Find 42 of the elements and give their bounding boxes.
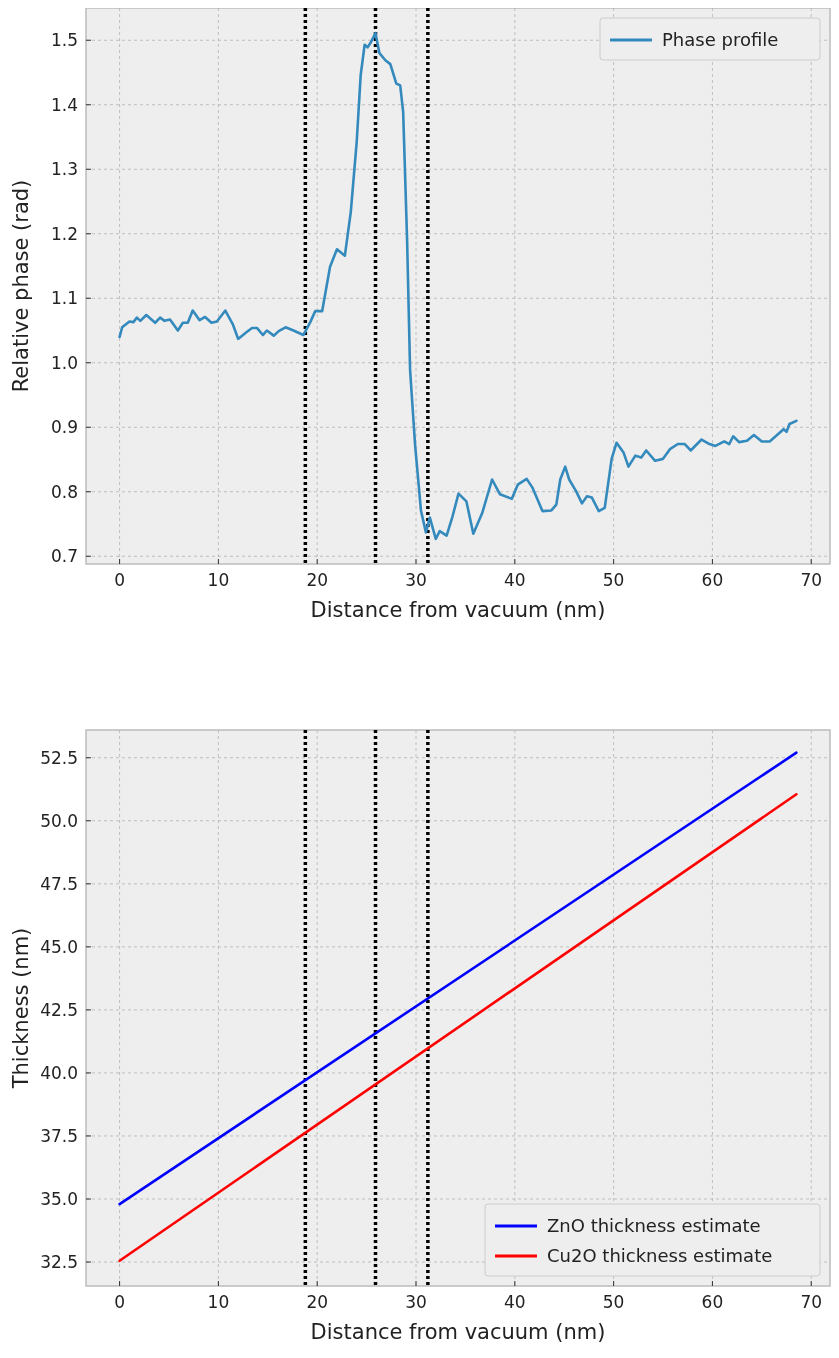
x-tick-label: 20 <box>306 570 329 590</box>
x-tick-label: 0 <box>114 1292 126 1312</box>
y-tick-label: 1.3 <box>50 159 78 180</box>
y-tick-label: 1.1 <box>50 288 78 309</box>
x-tick-label: 40 <box>503 570 526 590</box>
x-tick-label: 70 <box>800 570 823 590</box>
legend-label: ZnO thickness estimate <box>547 1215 761 1236</box>
legend-label: Cu2O thickness estimate <box>547 1245 773 1266</box>
x-tick-label: 0 <box>114 570 126 590</box>
y-tick-label: 37.5 <box>40 1125 78 1146</box>
y-axis-title: Relative phase (rad) <box>9 179 33 393</box>
x-tick-label: 10 <box>207 570 230 590</box>
y-tick-label: 0.8 <box>50 481 78 502</box>
x-tick-label: 40 <box>503 1292 526 1312</box>
legend-label: Phase profile <box>662 29 779 50</box>
x-tick-label: 30 <box>405 570 427 590</box>
y-tick-label: 45.0 <box>40 936 78 957</box>
y-tick-label: 40.0 <box>40 1062 78 1083</box>
y-tick-label: 52.5 <box>40 747 78 768</box>
x-axis-title: Distance from vacuum (nm) <box>310 598 606 622</box>
y-axis-title: Thickness (nm) <box>9 927 33 1090</box>
y-tick-label: 1.2 <box>50 223 78 244</box>
y-tick-label: 50.0 <box>40 810 78 831</box>
x-tick-label: 50 <box>602 570 625 590</box>
x-tick-label: 70 <box>800 1292 823 1312</box>
y-tick-label: 35.0 <box>40 1189 78 1210</box>
y-tick-label: 47.5 <box>40 873 78 894</box>
x-axis-title: Distance from vacuum (nm) <box>310 1320 606 1344</box>
y-tick-label: 0.7 <box>50 546 78 567</box>
x-tick-label: 10 <box>207 1292 230 1312</box>
y-tick-label: 0.9 <box>50 417 78 438</box>
y-tick-label: 42.5 <box>40 999 78 1020</box>
x-tick-label: 50 <box>602 1292 625 1312</box>
y-tick-label: 1.0 <box>50 352 78 373</box>
y-tick-label: 1.5 <box>50 30 78 51</box>
y-tick-label: 32.5 <box>40 1252 78 1273</box>
x-tick-label: 60 <box>701 570 724 590</box>
x-tick-label: 60 <box>701 1292 724 1312</box>
y-tick-label: 1.4 <box>50 94 78 115</box>
line-series <box>118 31 798 541</box>
x-tick-label: 20 <box>306 1292 329 1312</box>
x-tick-label: 30 <box>405 1292 427 1312</box>
